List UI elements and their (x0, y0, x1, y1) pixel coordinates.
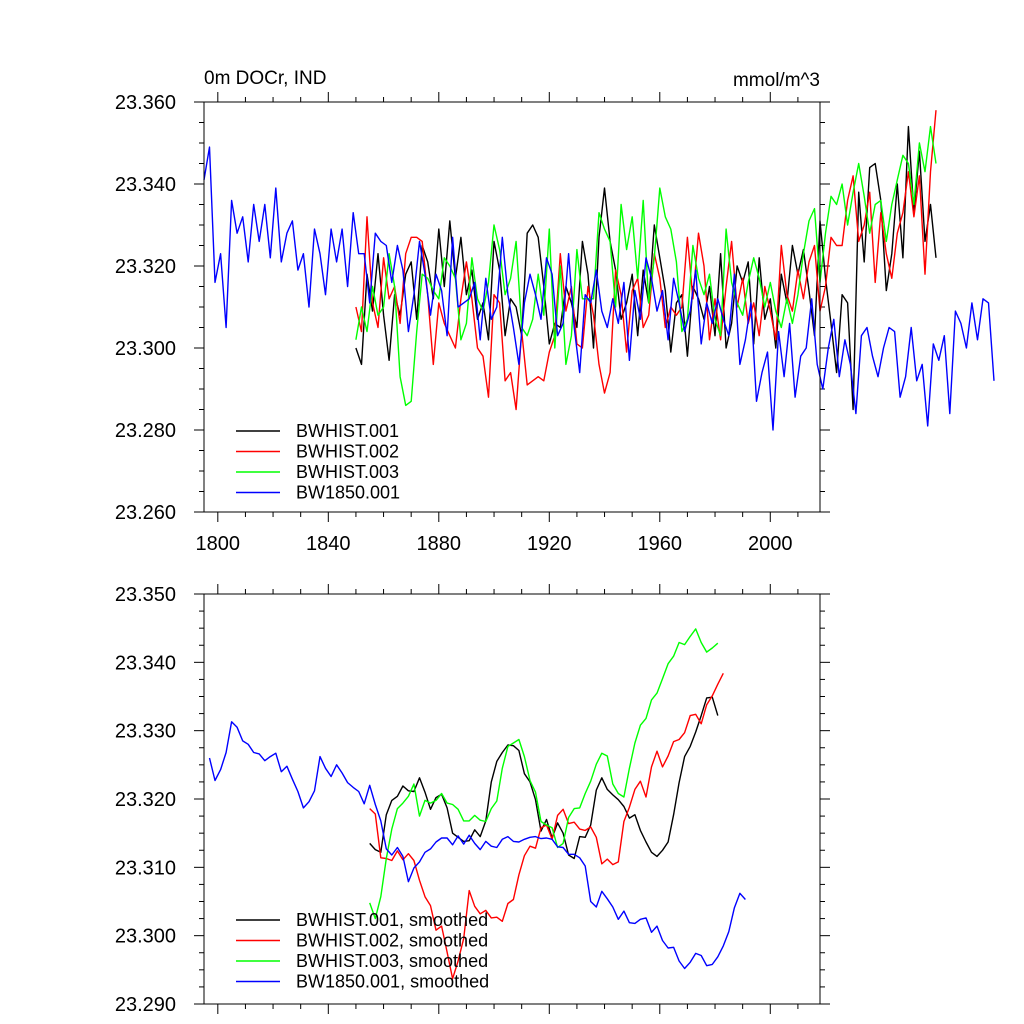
plot-frame (203, 593, 821, 1005)
series-line-bw1850-001 (208, 721, 746, 970)
series-group (208, 628, 746, 980)
y-tick-label: 23.360 (115, 92, 176, 114)
y-tick-label: 23.300 (115, 338, 176, 360)
y-tick-label: 23.260 (115, 502, 176, 524)
y-tick-label: 23.280 (115, 420, 176, 442)
y-tick-label: 23.350 (115, 584, 176, 606)
top-panel: 0m DOCr, IND mmol/m^3 1800 1840 1880 1920 19… (115, 68, 995, 555)
y-tick-label: 23.300 (115, 926, 176, 948)
x-tick-label: 1960 (638, 533, 683, 555)
y-tick-label: 23.320 (115, 256, 176, 278)
x-tick-label: 2000 (748, 533, 793, 555)
x-tick-label: 1840 (306, 533, 351, 555)
series-group (203, 110, 995, 431)
y-tick-label: 23.320 (115, 789, 176, 811)
legend-label: BW1850.001 (296, 483, 400, 503)
x-tick-label: 1920 (527, 533, 572, 555)
x-tick-label: 1800 (196, 533, 241, 555)
tick-group: 23.290 23.300 23.310 23.320 23.330 23.340 23.3… (115, 584, 830, 1016)
y-tick-label: 23.310 (115, 857, 176, 879)
series-line-bwhist-003 (369, 628, 719, 920)
legend-label: BWHIST.001, smoothed (296, 910, 488, 930)
legend-label: BWHIST.001 (296, 421, 399, 441)
legend-label: BWHIST.002, smoothed (296, 931, 488, 951)
y-tick-label: 23.340 (115, 174, 176, 196)
legend-label: BWHIST.002 (296, 442, 399, 462)
series-line-bwhist-001-smoothed (369, 696, 719, 860)
y-tick-label: 23.290 (115, 994, 176, 1016)
series-line-bwhist-003 (355, 125, 937, 407)
chart-units: mmol/m^3 (733, 70, 820, 91)
legend-label: BWHIST.003, smoothed (296, 951, 488, 971)
x-tick-label: 1880 (417, 533, 462, 555)
y-tick-label: 23.340 (115, 652, 176, 674)
chart-title: 0m DOCr, IND (204, 68, 326, 89)
plot-frame (203, 101, 821, 513)
bottom-panel: 23.290 23.300 23.310 23.320 23.330 23.340 23.3… (115, 584, 830, 1016)
legend-label: BWHIST.003 (296, 462, 399, 482)
legend-label: BW1850.001, smoothed (296, 972, 489, 992)
tick-group: 1800 1840 1880 1920 1960 2000 23.260 23.280 23.3… (115, 92, 830, 555)
y-tick-label: 23.330 (115, 721, 176, 743)
series-line-bwhist-002 (355, 110, 937, 411)
series-line-bw1850-001 (203, 146, 995, 431)
